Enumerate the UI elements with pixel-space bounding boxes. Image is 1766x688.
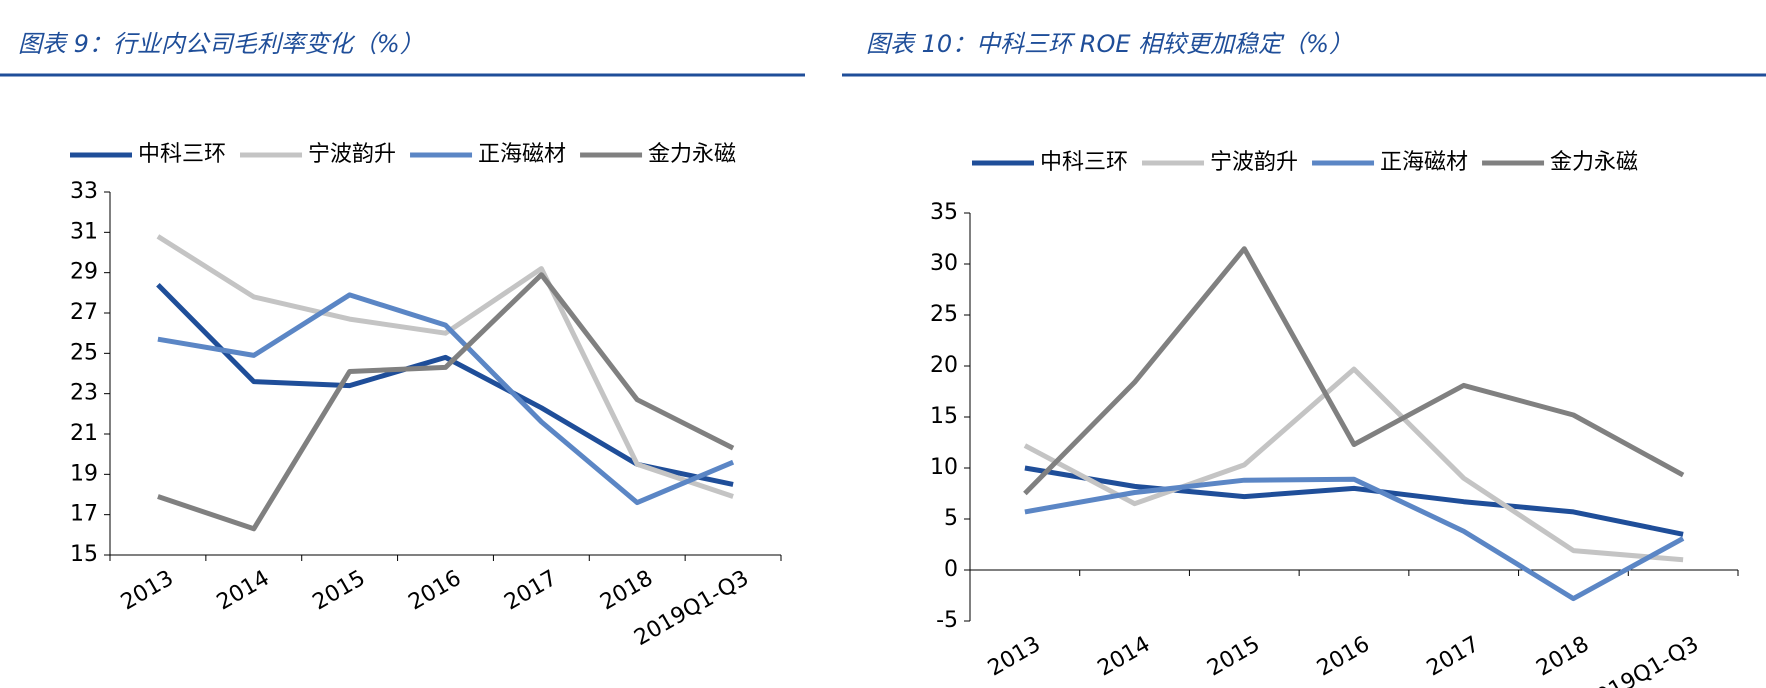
x-tick-label: 2017 bbox=[1423, 632, 1484, 682]
line-series bbox=[1024, 476, 1685, 602]
x-tick-label: 2013 bbox=[984, 632, 1045, 682]
legend-label: 金力永磁 bbox=[648, 142, 736, 167]
y-tick-label: 10 bbox=[930, 455, 958, 480]
legend-label: 正海磁材 bbox=[478, 142, 566, 167]
chart-title: 图表 10：中科三环 ROE 相较更加稳定（%） bbox=[866, 30, 1353, 58]
legend-label: 中科三环 bbox=[138, 142, 226, 167]
y-tick-label: 35 bbox=[930, 200, 958, 225]
y-tick-label: 15 bbox=[930, 404, 958, 429]
line-series bbox=[157, 272, 735, 532]
x-tick-label: 2019Q1-Q3 bbox=[1580, 632, 1703, 688]
x-tick-label: 2018 bbox=[596, 566, 657, 616]
y-tick-label: 23 bbox=[70, 381, 98, 406]
y-tick-label: 30 bbox=[930, 251, 958, 276]
x-tick-label: 2016 bbox=[405, 566, 466, 616]
x-tick-label: 2013 bbox=[117, 566, 178, 616]
y-tick-label: 27 bbox=[70, 300, 98, 325]
legend-label: 金力永磁 bbox=[1550, 150, 1638, 175]
chart-title: 图表 9：行业内公司毛利率变化（%） bbox=[18, 30, 424, 58]
x-tick-label: 2016 bbox=[1313, 632, 1374, 682]
y-tick-label: 21 bbox=[70, 421, 98, 446]
legend-label: 中科三环 bbox=[1040, 150, 1128, 175]
y-tick-label: 0 bbox=[944, 557, 958, 582]
y-tick-label: 20 bbox=[930, 353, 958, 378]
y-tick-label: 29 bbox=[70, 260, 98, 285]
x-tick-label: 2014 bbox=[1094, 632, 1155, 682]
y-tick-label: 5 bbox=[944, 506, 958, 531]
line-series bbox=[156, 234, 734, 499]
x-tick-label: 2014 bbox=[213, 566, 274, 616]
y-tick-label: -5 bbox=[936, 608, 958, 633]
y-tick-label: 17 bbox=[70, 502, 98, 527]
legend-label: 正海磁材 bbox=[1380, 150, 1468, 175]
line-series bbox=[1023, 246, 1685, 496]
legend-label: 宁波韵升 bbox=[308, 142, 396, 167]
y-tick-label: 15 bbox=[70, 542, 98, 567]
y-tick-label: 25 bbox=[70, 340, 98, 365]
x-tick-label: 2017 bbox=[500, 566, 561, 616]
line-series bbox=[157, 292, 735, 506]
x-tick-label: 2015 bbox=[309, 566, 370, 616]
line-series bbox=[1024, 465, 1684, 537]
line-series bbox=[1023, 366, 1684, 563]
y-tick-label: 33 bbox=[70, 179, 98, 204]
y-tick-label: 25 bbox=[930, 302, 958, 327]
x-tick-label: 2015 bbox=[1203, 632, 1264, 682]
y-tick-label: 19 bbox=[70, 461, 98, 486]
line-series bbox=[156, 283, 734, 487]
x-tick-label: 2018 bbox=[1532, 632, 1593, 682]
y-tick-label: 31 bbox=[70, 219, 98, 244]
legend-label: 宁波韵升 bbox=[1210, 150, 1298, 175]
